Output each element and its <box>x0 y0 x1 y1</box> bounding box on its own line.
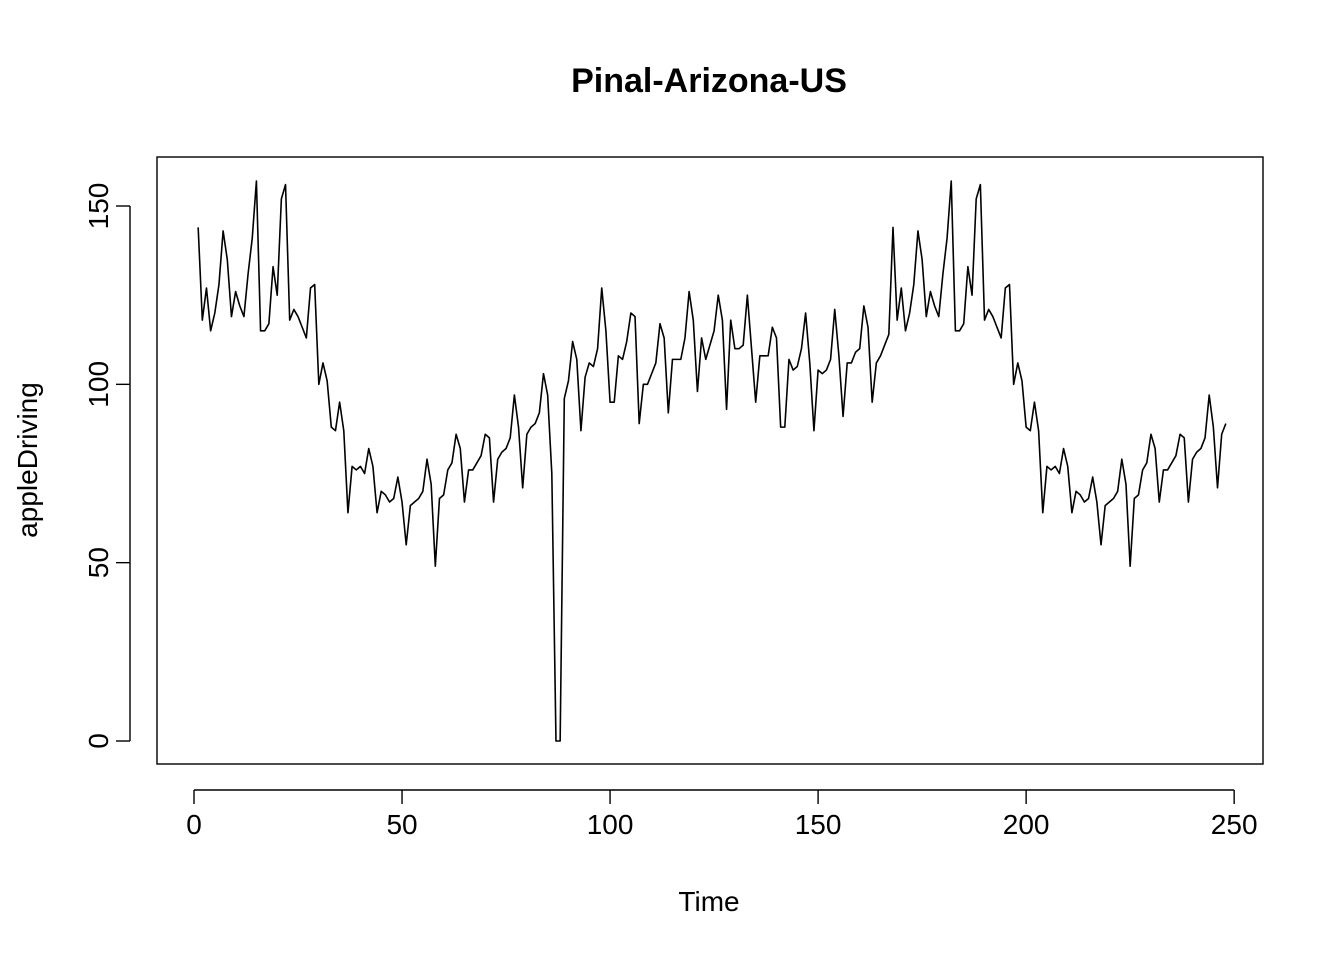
series-group <box>197 180 1227 742</box>
x-tick-label: 50 <box>386 809 417 840</box>
x-tick-label: 250 <box>1211 809 1258 840</box>
series-line <box>197 180 1227 742</box>
chart-title: Pinal-Arizona-US <box>571 62 847 100</box>
x-tick-label: 0 <box>186 809 202 840</box>
y-tick-label: 100 <box>83 361 114 408</box>
plot-frame <box>156 156 1264 765</box>
y-tick-label: 0 <box>83 733 114 749</box>
x-axis: 0 50 100 150 200 250 <box>186 789 1258 840</box>
y-axis: 0 50 100 150 <box>83 183 131 749</box>
y-tick-label: 150 <box>83 183 114 230</box>
y-tick-label: 50 <box>83 547 114 578</box>
x-tick-label: 150 <box>795 809 842 840</box>
x-axis-label: Time <box>678 886 739 917</box>
x-tick-label: 200 <box>1003 809 1050 840</box>
x-tick-label: 100 <box>587 809 634 840</box>
y-axis-label: appleDriving <box>12 382 43 538</box>
